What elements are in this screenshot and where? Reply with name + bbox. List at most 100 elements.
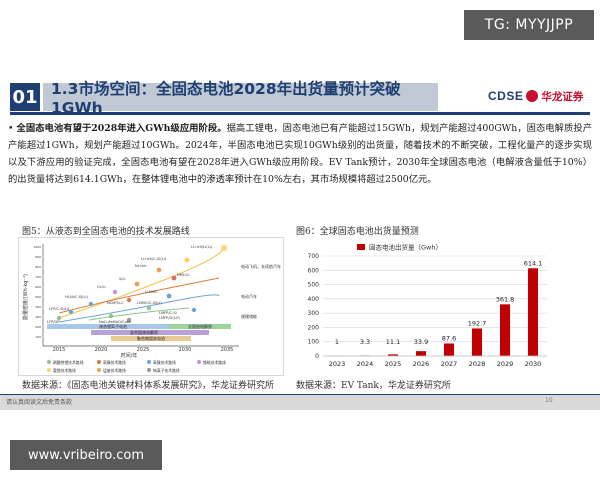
roadmap-point <box>191 307 197 313</box>
y-tick-label: 800 <box>35 265 41 269</box>
footer-disclaimer: 请认真阅读文后免责条款 <box>6 399 73 406</box>
point-label: Li-rich/C-Si(Li) <box>141 257 167 261</box>
point-label: LFP/C-Si(Li) <box>49 307 70 311</box>
chart-legend-label: 固态电池出货量（Gwh） <box>369 243 442 252</box>
roadmap-point <box>56 315 62 321</box>
point-label: LMFP/G(LO) <box>159 316 180 320</box>
point-label: Li-rich/Li(Li) <box>191 245 213 249</box>
logo-text: CDSE <box>488 89 524 103</box>
year-tick: 2025 <box>137 347 150 353</box>
x-tick-label: 2029 <box>497 360 514 368</box>
watermark-badge: TG: MYYJJPP <box>464 10 594 40</box>
point-label: NCM/Si-C <box>107 301 124 305</box>
left-figure-title: 图5：从液态到全固态电池的技术发展路线 <box>22 227 190 237</box>
right-figure-title: 图6：全球固态电池出货量预测 <box>296 227 419 237</box>
bar <box>443 343 455 356</box>
watermark-url-badge: www.vribeiro.com <box>10 440 162 470</box>
bar-polymer-label: 聚合物固态电池 <box>137 335 165 341</box>
right-figure-source: 数据来源：EV Tank，华龙证券研究所 <box>296 381 451 391</box>
paragraph-lead: 全固态电池有望于2028年进入GWh级应用阶段。 <box>16 123 227 134</box>
roadmap-arrow <box>88 307 190 321</box>
logo-mark-icon <box>526 90 539 102</box>
roadmap-point <box>134 281 140 287</box>
point-label: Li-NMC <box>145 290 158 294</box>
chart-gridlines <box>323 255 547 357</box>
point-label: HI-Ni/C-Si(Li) <box>65 295 88 299</box>
point-label: NaCuFeMnO/Coke <box>99 320 132 324</box>
bar <box>527 268 539 356</box>
y-tick-label: 700 <box>308 253 320 260</box>
legend-swatch <box>357 244 365 250</box>
bar <box>415 351 427 356</box>
legend-label: 高镍技术路线 <box>153 360 176 365</box>
roadmap-x-label: 时间/年 <box>121 352 138 359</box>
paragraph-text: 据高工锂电，固态电池已有产能超过15GWh，规划产能超过400GWh，固态电解质… <box>8 123 592 185</box>
x-tick-label: 2027 <box>441 360 458 368</box>
x-tick-label: 2024 <box>357 360 374 368</box>
roadmap-y-ticks: 1000 900 800 700 600 500 400 300 200 100 <box>33 245 41 339</box>
roadmap-point <box>126 317 132 323</box>
roadmap-arrow <box>58 294 220 323</box>
shipment-chart: 0 100 200 300 400 500 600 700 1 3.3 11.1 33.9 87.6 1… <box>294 237 558 376</box>
roadmap-arrow <box>58 247 225 319</box>
page-number: 10 <box>545 397 553 404</box>
y-tick-label: 700 <box>35 275 41 279</box>
y-tick-label: 100 <box>35 335 41 339</box>
y-tick-label: 300 <box>35 315 41 319</box>
y-tick-label: 300 <box>308 310 320 317</box>
y-tick-label: 1000 <box>33 245 41 249</box>
legend-swatch <box>197 360 201 364</box>
roadmap-legend: 磷酸铁锂技术路线 高镍技术路线 高镍技术路线 锂硫技术路线 富锂技术路线 锰基技… <box>47 360 226 373</box>
y-tick-label: 100 <box>308 339 320 346</box>
year-tick: 2015 <box>53 347 66 353</box>
x-tick-label: 2030 <box>525 360 542 368</box>
tech-roadmap-diagram: 1000 900 800 700 600 500 400 300 200 100… <box>22 244 281 373</box>
roadmap-point <box>156 267 162 273</box>
bar-polymer <box>111 336 191 341</box>
section-number: 01 <box>10 83 40 111</box>
roadmap-arrow <box>58 277 220 314</box>
year-tick: 2030 <box>179 347 192 353</box>
roadmap-point <box>112 289 118 295</box>
roadmap-y-label: 能量密度/(Wh·kg⁻¹) <box>22 274 29 320</box>
y-tick-label: 900 <box>35 255 41 259</box>
bar-liquid-label: 液态锂离子电池 <box>99 323 127 329</box>
use-case-label: 电动汽车 <box>241 293 257 299</box>
y-tick-label: 500 <box>35 295 41 299</box>
point-label: LNMO/C-Si(Li) <box>137 301 162 305</box>
y-tick-label: 400 <box>308 296 320 303</box>
bar-hybrid <box>91 330 209 335</box>
roadmap-point <box>166 293 172 299</box>
x-tick-label: 2028 <box>469 360 486 368</box>
y-tick-label: 0 <box>315 353 319 360</box>
data-label: 1 <box>335 338 339 346</box>
use-case-label: 规模储能 <box>241 313 257 319</box>
legend-label: 富锂技术路线 <box>53 368 76 373</box>
roadmap-point <box>68 309 74 315</box>
y-tick-label: 200 <box>35 325 41 329</box>
chart-value-labels: 1 3.3 11.1 33.9 87.6 192.7 361.8 614.1 <box>335 259 542 346</box>
bar-all-solid-label: 全固态电解质 <box>188 323 212 329</box>
roadmap-point <box>221 245 227 251</box>
bar-all-solid <box>169 324 231 329</box>
chart-y-ticks: 0 100 200 300 400 500 600 700 <box>308 253 320 360</box>
tech-roadmap-figure: 1000 900 800 700 600 500 400 300 200 100… <box>18 237 284 376</box>
legend-swatch <box>97 368 101 372</box>
roadmap-point <box>88 301 94 307</box>
data-label: 11.1 <box>386 338 400 346</box>
x-tick-label: 2025 <box>385 360 402 368</box>
left-figure-source: 数据来源：《固态电池关键材料体系发展研究》，华龙证券研究所 <box>22 381 275 391</box>
point-label: S/Li <box>119 277 126 281</box>
data-label: 33.9 <box>414 338 428 346</box>
footer-bar <box>0 394 600 410</box>
legend-swatch <box>47 360 51 364</box>
x-tick-label: 2026 <box>413 360 430 368</box>
legend-swatch <box>147 360 151 364</box>
use-case-label: 电动飞机，长续航汽车 <box>241 263 281 269</box>
y-tick-label: 400 <box>35 305 41 309</box>
legend-label: 高镍技术路线 <box>103 360 126 365</box>
y-tick-label: 600 <box>308 267 320 274</box>
company-logo: CDSE 华龙证券 <box>488 84 583 108</box>
logo-cn-text: 华龙证券 <box>541 90 584 103</box>
